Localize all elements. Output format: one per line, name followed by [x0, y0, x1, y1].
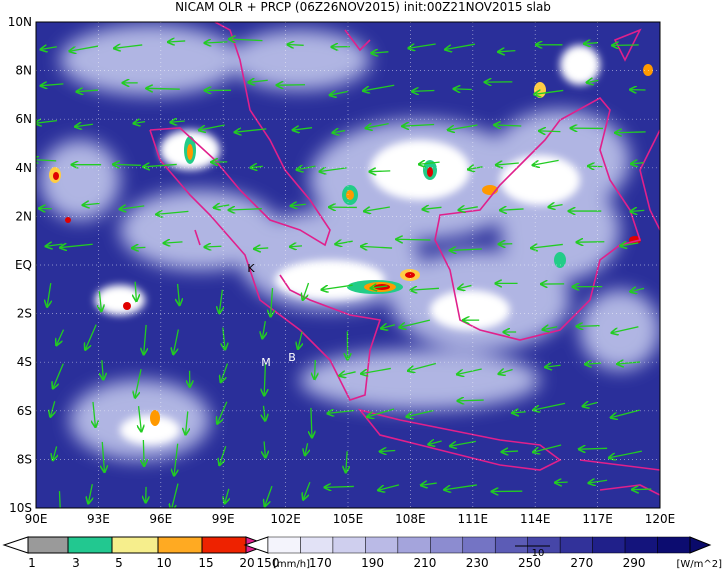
latitude-label: 10N [8, 15, 32, 29]
latitude-label: EQ [15, 258, 32, 272]
colorbar-swatch [495, 537, 527, 553]
colorbar-label: 3 [72, 556, 80, 570]
wind-vector [588, 166, 602, 167]
wind-vector [143, 440, 144, 466]
colorbar-label: 10 [156, 556, 171, 570]
colorbar-swatch [398, 537, 430, 553]
wind-vector [325, 486, 354, 487]
longitude-label: 108E [395, 512, 426, 526]
wind-vector [113, 164, 141, 165]
longitude-label: 114E [520, 512, 551, 526]
wind-vector [579, 448, 607, 449]
colorbar-label: 230 [466, 556, 489, 570]
colorbar-swatch [463, 537, 495, 553]
latitude-label: 2S [17, 307, 32, 321]
colorbar-label: 20 [239, 556, 254, 570]
colorbar-label: 15 [198, 556, 213, 570]
colorbar-label: 250 [518, 556, 541, 570]
colorbar-swatch [268, 537, 300, 553]
colorbar-unit: [W/m^2] [676, 559, 722, 570]
longitude-label: 99E [212, 512, 235, 526]
colorbar-swatch [593, 537, 625, 553]
longitude-label: 93E [87, 512, 110, 526]
colorbar-label: 270 [570, 556, 593, 570]
longitude-label: 102E [270, 512, 301, 526]
wind-vector [632, 489, 651, 490]
colorbar-swatch [625, 537, 657, 553]
latitude-label: 2N [15, 209, 32, 223]
wind-vector [577, 326, 600, 327]
latitude-label: 6S [17, 404, 32, 418]
longitude-label: 117E [582, 512, 613, 526]
wind-vector [458, 400, 484, 401]
longitude-labels: 90E 93E 96E 99E 102E 105E 108E 111E 114E 117E 120E [25, 512, 676, 526]
colorbar-swatch [300, 537, 332, 553]
latitude-label: 4S [17, 355, 32, 369]
station-marker: B [288, 351, 296, 364]
colorbar-swatch [430, 537, 462, 553]
map-title: NICAM OLR + PRCP (06Z26NOV2015) init:00Z… [175, 0, 551, 14]
station-marker: K [247, 262, 255, 275]
wind-vector [412, 90, 434, 91]
station-marker: M [261, 356, 271, 369]
wind-vector [370, 171, 391, 172]
colorbar-swatch [365, 537, 397, 553]
wind-vector [147, 88, 180, 89]
wind-vector [288, 44, 304, 45]
map-field [32, 22, 660, 520]
wind-vector [539, 131, 560, 132]
longitude-label: 111E [458, 512, 489, 526]
wind-vector [397, 239, 431, 240]
latitude-label: 8N [15, 64, 32, 78]
colorbar-label: 1 [28, 556, 36, 570]
colorbar-label: 150 [257, 556, 280, 570]
colorbar-swatch [333, 537, 365, 553]
longitude-label: 90E [25, 512, 48, 526]
colorbar-swatch [560, 537, 592, 553]
wind-vector [254, 248, 268, 249]
latitude-label: 8S [17, 452, 32, 466]
wind-vector [502, 451, 518, 452]
colorbar-label: 290 [623, 556, 646, 570]
latitude-label: 4N [15, 161, 32, 175]
colorbar-label: 5 [115, 556, 123, 570]
colorbar-swatch [658, 537, 690, 553]
wind-vector [205, 246, 222, 247]
wind-vector [132, 247, 145, 248]
wind-vector [454, 89, 472, 90]
longitude-label: 96E [149, 512, 172, 526]
colorbar-label: 170 [309, 556, 332, 570]
colorbar-label: 190 [361, 556, 384, 570]
wind-vector [615, 132, 645, 133]
wind-vector [315, 360, 316, 379]
wind-vector [290, 246, 302, 247]
longitude-label: 105E [333, 512, 364, 526]
longitude-label: 120E [645, 512, 676, 526]
latitude-label: 6N [15, 112, 32, 126]
colorbar-label: 210 [413, 556, 436, 570]
